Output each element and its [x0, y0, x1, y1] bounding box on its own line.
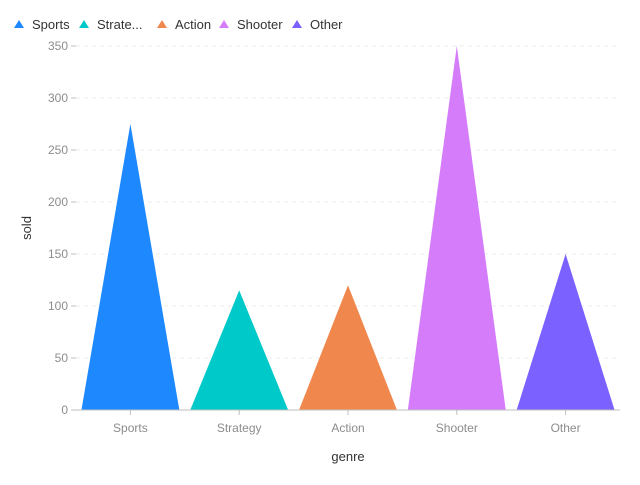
y-axis-title: sold	[19, 216, 34, 240]
x-axis: Sports Strategy Action Shooter Other	[76, 409, 620, 435]
legend-label: Other	[310, 17, 343, 32]
bar-strategy[interactable]	[190, 290, 289, 410]
legend-item[interactable]: Action	[157, 17, 211, 32]
legend-label: Strate...	[97, 17, 143, 32]
y-axis: 0 50 100 150 200 250 300 350	[48, 39, 76, 417]
legend-item[interactable]: Shooter	[219, 17, 283, 32]
y-tick-label: 200	[48, 195, 68, 209]
legend-label: Action	[175, 17, 211, 32]
bar-sports[interactable]	[81, 124, 180, 410]
bar-other[interactable]	[516, 254, 615, 410]
bar-action[interactable]	[299, 285, 397, 410]
legend-triangle-icon	[79, 20, 89, 28]
y-tick-label: 50	[55, 351, 69, 365]
chart-marks	[81, 46, 615, 410]
bar-shooter[interactable]	[407, 46, 506, 410]
y-tick-label: 150	[48, 247, 68, 261]
x-tick-label: Strategy	[217, 421, 262, 435]
y-tick-label: 100	[48, 299, 68, 313]
x-tick-label: Sports	[113, 421, 148, 435]
legend-item[interactable]: Strate...	[79, 17, 143, 32]
legend-item[interactable]: Other	[292, 17, 343, 32]
legend-label: Shooter	[237, 17, 283, 32]
x-axis-title: genre	[331, 449, 364, 464]
chart-legend: Sports Strate... Action Shooter Other	[14, 17, 343, 32]
legend-label: Sports	[32, 17, 70, 32]
y-tick-label: 300	[48, 91, 68, 105]
legend-triangle-icon	[157, 20, 167, 28]
x-tick-label: Shooter	[436, 421, 478, 435]
legend-triangle-icon	[219, 20, 229, 28]
x-tick-label: Other	[551, 421, 581, 435]
legend-triangle-icon	[14, 20, 24, 28]
x-tick-label: Action	[331, 421, 364, 435]
y-tick-label: 350	[48, 39, 68, 53]
y-tick-label: 250	[48, 143, 68, 157]
legend-item[interactable]: Sports	[14, 17, 70, 32]
legend-triangle-icon	[292, 20, 302, 28]
y-tick-label: 0	[61, 403, 68, 417]
